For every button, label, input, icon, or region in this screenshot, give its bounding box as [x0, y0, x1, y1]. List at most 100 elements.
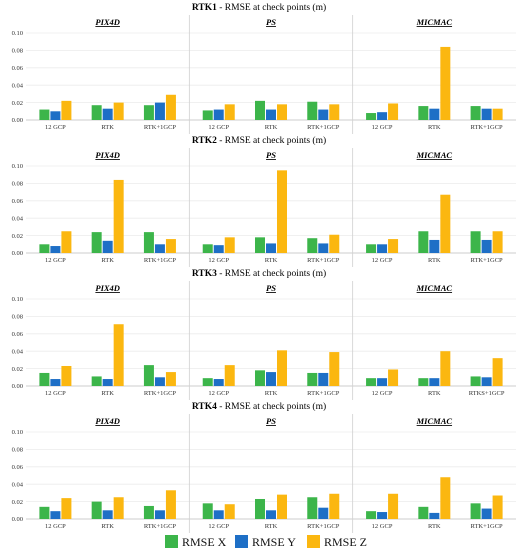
y-tick-label: 0.08: [12, 447, 23, 454]
x-tick-label: 12 GCP: [45, 523, 66, 530]
bar-rmse-x: [255, 498, 265, 519]
bar-rmse-z: [388, 103, 399, 120]
bar-rmse-y: [266, 109, 276, 120]
chart-title-bold: RTK2: [192, 136, 217, 146]
legend-label: RMSE Z: [324, 535, 367, 549]
bar-rmse-x: [143, 365, 154, 386]
bar-rmse-z: [277, 494, 287, 519]
y-tick-label: 0.10: [12, 429, 23, 436]
bar-rmse-y: [481, 508, 492, 519]
x-tick-label: RTK+1GCP: [144, 523, 177, 530]
bar-rmse-x: [470, 231, 481, 253]
x-tick-label: 12 GCP: [208, 523, 229, 530]
x-tick-label: RTK: [428, 390, 441, 397]
bar-rmse-y: [50, 246, 61, 253]
y-tick-label: 0.02: [12, 233, 23, 240]
x-tick-label: RTK: [265, 523, 278, 530]
bar-rmse-x: [307, 101, 318, 120]
x-tick-label: RTK: [428, 257, 441, 264]
method-label: PS: [266, 150, 276, 160]
bar-rmse-z: [388, 493, 399, 519]
y-tick-label: 0.10: [12, 163, 23, 170]
bar-rmse-x: [418, 506, 429, 519]
y-tick-label: 0.04: [12, 348, 24, 355]
x-tick-label: RTK+1GCP: [307, 390, 340, 397]
y-tick-label: 0.08: [12, 48, 23, 55]
bar-rmse-z: [113, 102, 124, 120]
x-tick-label: 12 GCP: [372, 124, 393, 131]
bar-rmse-z: [492, 495, 503, 519]
bar-rmse-x: [418, 378, 429, 386]
bar-rmse-y: [154, 377, 165, 386]
bar-rmse-y: [213, 510, 224, 519]
legend-label: RMSE X: [182, 535, 227, 549]
method-label: MICMAC: [416, 17, 453, 27]
x-tick-label: RTK: [428, 124, 441, 131]
bar-rmse-x: [366, 511, 377, 519]
chart-panel-3: RTK3 - RMSE at check points (m) 0.00 0.02 0…: [12, 268, 516, 400]
bar-rmse-y: [481, 377, 492, 386]
chart-panel-2: RTK2 - RMSE at check points (m) 0.00 0.02 0…: [12, 135, 516, 267]
x-tick-label: RTK: [101, 257, 114, 264]
bar-rmse-z: [165, 490, 176, 519]
bar-rmse-x: [307, 372, 318, 386]
chart-title-rest: - RMSE at check points (m): [217, 268, 326, 279]
x-tick-label: RTK: [265, 390, 278, 397]
bar-rmse-x: [470, 376, 481, 386]
bar-rmse-x: [143, 105, 154, 120]
bar-rmse-x: [39, 109, 50, 120]
x-tick-label: 12 GCP: [45, 390, 66, 397]
bar-rmse-z: [165, 94, 176, 120]
x-tick-label: 12 GCP: [208, 124, 229, 131]
chart-panel-1: RTK1 - RMSE at check points (m) 0.00 0.02 0…: [12, 2, 516, 134]
bar-rmse-y: [481, 108, 492, 120]
x-tick-label: RTK: [428, 523, 441, 530]
bar-rmse-x: [366, 378, 377, 386]
bar-rmse-x: [255, 370, 265, 386]
bar-rmse-x: [39, 372, 50, 386]
chart-panel-4: RTK4 - RMSE at check points (m) 0.00 0.02 0…: [12, 401, 516, 533]
bar-rmse-z: [165, 239, 176, 253]
y-tick-label: 0.02: [12, 100, 23, 107]
bar-rmse-y: [102, 240, 113, 253]
bar-rmse-y: [377, 378, 388, 386]
bar-rmse-z: [492, 231, 503, 253]
method-label: MICMAC: [416, 150, 453, 160]
bar-rmse-x: [255, 237, 265, 253]
bar-rmse-x: [418, 106, 429, 120]
bar-rmse-x: [39, 506, 50, 519]
chart-title-bold: RTK3: [192, 269, 217, 279]
bar-rmse-y: [50, 111, 61, 120]
bar-rmse-x: [91, 232, 102, 253]
bar-rmse-y: [266, 510, 276, 519]
bar-rmse-y: [213, 245, 224, 253]
bar-rmse-y: [213, 109, 224, 120]
bar-rmse-z: [61, 231, 72, 253]
bar-rmse-y: [154, 244, 165, 253]
y-tick-label: 0.02: [12, 366, 23, 373]
x-tick-label: 12 GCP: [372, 257, 393, 264]
bar-rmse-z: [329, 352, 340, 386]
bar-rmse-x: [366, 113, 377, 120]
bar-rmse-z: [440, 46, 451, 120]
bar-rmse-z: [492, 358, 503, 386]
x-tick-label: RTK: [101, 124, 114, 131]
x-tick-label: 12 GCP: [208, 257, 229, 264]
y-tick-label: 0.04: [12, 82, 24, 89]
method-label: PIX4D: [95, 416, 120, 426]
bar-rmse-z: [224, 504, 235, 519]
bar-rmse-y: [429, 512, 440, 519]
bar-rmse-z: [388, 369, 399, 386]
bar-rmse-z: [61, 498, 72, 519]
bar-rmse-y: [102, 108, 113, 120]
method-label: PIX4D: [95, 17, 120, 27]
bar-rmse-z: [440, 194, 451, 253]
bar-rmse-z: [329, 104, 340, 120]
bar-rmse-x: [39, 244, 50, 253]
bar-rmse-x: [91, 105, 102, 120]
bar-rmse-y: [154, 102, 165, 120]
bar-rmse-z: [388, 239, 399, 253]
method-label: PIX4D: [95, 150, 120, 160]
x-tick-label: RTK+1GCP: [471, 124, 504, 131]
method-label: PS: [266, 17, 276, 27]
